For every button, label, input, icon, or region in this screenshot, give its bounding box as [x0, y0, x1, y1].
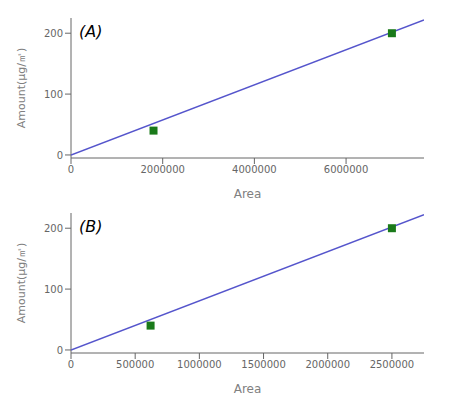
svg-text:1000000: 1000000 — [177, 359, 222, 370]
svg-text:100: 100 — [44, 89, 63, 100]
svg-text:0: 0 — [57, 345, 63, 356]
svg-text:2000000: 2000000 — [140, 164, 185, 175]
svg-text:Area: Area — [234, 187, 262, 201]
svg-text:0: 0 — [68, 359, 74, 370]
svg-text:500000: 500000 — [116, 359, 154, 370]
html-text:(B): (B) — [79, 217, 103, 236]
svg-text:0: 0 — [57, 150, 63, 161]
svg-text:200: 200 — [44, 223, 63, 234]
svg-text:4000000: 4000000 — [232, 164, 277, 175]
html-text:(A): (A) — [79, 22, 103, 41]
svg-text:0: 0 — [68, 164, 74, 175]
svg-text:Amount(μg/㎡): Amount(μg/㎡) — [15, 48, 28, 129]
svg-text:6000000: 6000000 — [324, 164, 369, 175]
svg-text:2000000: 2000000 — [305, 359, 350, 370]
svg-text:100: 100 — [44, 284, 63, 295]
svg-text:Area: Area — [234, 382, 262, 396]
svg-text:1500000: 1500000 — [241, 359, 286, 370]
svg-text:200: 200 — [44, 28, 63, 39]
svg-text:2500000: 2500000 — [370, 359, 415, 370]
svg-text:Amount(μg/㎡): Amount(μg/㎡) — [15, 243, 28, 324]
